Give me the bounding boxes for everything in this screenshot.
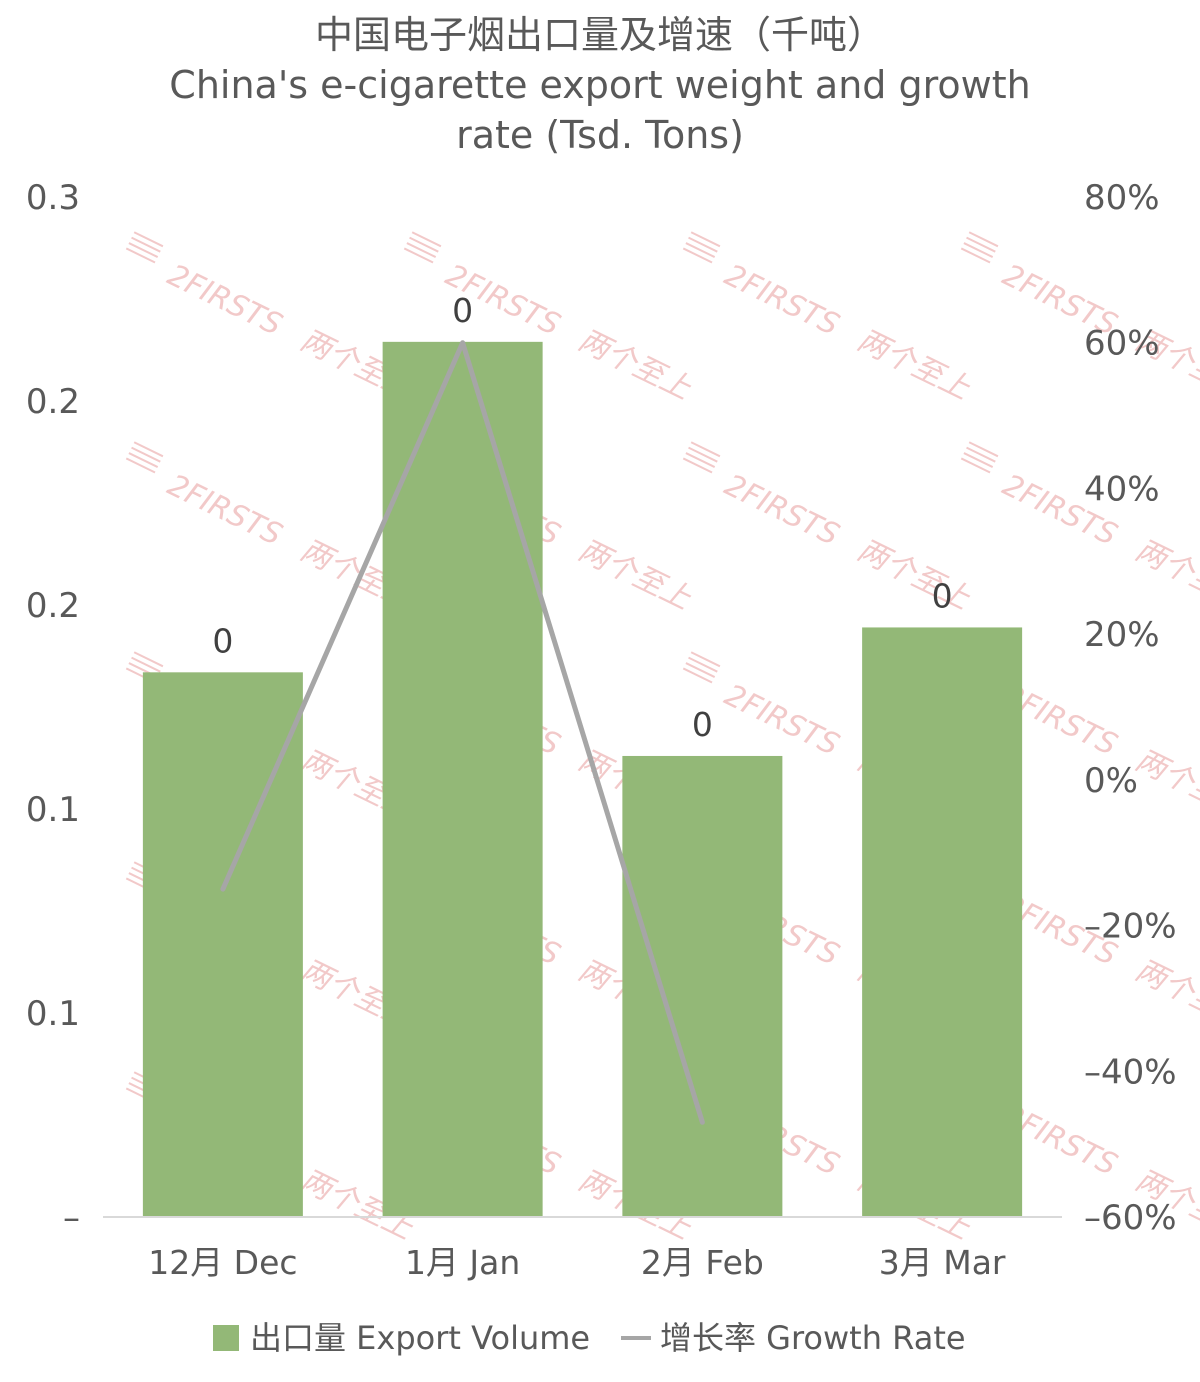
bar-data-label: 0 [452, 291, 473, 330]
x-category-label: 1月 Jan [405, 1243, 520, 1282]
watermark-text: 2FIRSTS [719, 258, 844, 343]
bar [382, 341, 543, 1218]
watermark-logo-stroke [968, 441, 999, 458]
title-line-3: rate (Tsd. Tons) [456, 113, 744, 157]
y-left-tick-label: 0.3 [26, 178, 80, 218]
y-right-tick-label: 0% [1084, 761, 1138, 801]
watermark-logo-stroke [688, 446, 718, 463]
watermark-text-cn: 两个至上 [1130, 743, 1200, 828]
watermark-logo-stroke [966, 446, 996, 463]
watermark-logo-stroke [960, 247, 991, 264]
watermark-text-cn: 两个至上 [1130, 533, 1200, 618]
watermark-logo-stroke [128, 452, 159, 468]
x-axis: 12月 Dec 1月 Jan 2月 Feb 3月 Mar [148, 1243, 1006, 1282]
data-labels: 0 0 0 0 [212, 291, 952, 744]
watermark-logo-stroke [133, 441, 164, 458]
watermark-text-cn: 两个至上 [1130, 953, 1200, 1038]
watermark-logo-stroke [133, 651, 164, 668]
bar-data-label: 0 [692, 705, 713, 744]
bar [862, 627, 1023, 1217]
legend-label-export-volume: 出口量 Export Volume [250, 1319, 590, 1357]
watermark-text: 2FIRSTS [162, 468, 287, 553]
watermark-logo-stroke [690, 231, 721, 248]
watermark-logo-stroke [685, 452, 716, 468]
watermark-logo-stroke [131, 446, 161, 463]
bar-series [142, 341, 1023, 1218]
y-right-tick-label: –40% [1084, 1052, 1177, 1092]
watermark-logo-stroke [968, 231, 999, 248]
watermark-logo-stroke [682, 247, 713, 264]
growth-line-series [220, 340, 705, 1125]
y-left-tick-label: 0.2 [26, 586, 80, 626]
watermark-text: 2FIRSTS [162, 258, 287, 343]
watermark-text-cn: 两个至上 [573, 533, 697, 618]
y-right-tick-label: 20% [1084, 615, 1160, 655]
watermark-text-cn: 两个至上 [573, 323, 697, 408]
watermark-logo-stroke [133, 231, 164, 248]
watermark-logo-stroke [682, 457, 713, 474]
x-category-label: 3月 Mar [879, 1243, 1006, 1282]
watermark-logo-stroke [411, 231, 442, 248]
y-right-tick-label: –20% [1084, 907, 1177, 947]
watermark-logo-stroke [409, 236, 439, 253]
legend-label-growth-rate: 增长率 Growth Rate [660, 1319, 966, 1357]
watermark-text: 2FIRSTS [719, 468, 844, 553]
legend: 出口量 Export Volume 增长率 Growth Rate [213, 1319, 966, 1357]
y-right-tick-label: 80% [1084, 178, 1160, 218]
watermark-text: 2FIRSTS [719, 678, 844, 763]
watermark-logo-stroke [125, 457, 156, 474]
bar-data-label: 0 [932, 576, 953, 615]
watermark-logo-stroke [690, 441, 721, 458]
watermark-text-cn: 两个至上 [852, 323, 976, 408]
watermark-logo-stroke [688, 236, 718, 253]
y-right-tick-label: 60% [1084, 324, 1160, 364]
watermark-logo-stroke [960, 457, 991, 474]
left-axis: – 0.1 0.1 0.2 0.2 0.3 [26, 178, 80, 1238]
watermark-logo-stroke [685, 662, 716, 678]
watermark-logo-stroke [963, 452, 994, 468]
watermark-logo-stroke [690, 651, 721, 668]
watermark-logo-stroke [963, 242, 994, 258]
y-right-tick-label: –60% [1084, 1198, 1177, 1238]
y-left-tick-label: 0.1 [26, 790, 80, 830]
x-category-label: 12月 Dec [148, 1243, 297, 1282]
watermark-logo-stroke [128, 242, 159, 258]
watermark-logo-stroke [406, 242, 437, 258]
bar [622, 755, 783, 1217]
right-axis: –60% –40% –20% 0% 20% 40% 60% 80% [1084, 178, 1177, 1238]
watermark-logo-stroke [403, 247, 434, 264]
legend-swatch-export-volume [213, 1325, 239, 1351]
watermark-logo-stroke [685, 242, 716, 258]
watermark-text-cn: 两个至上 [852, 533, 976, 618]
watermark-logo-stroke [131, 236, 161, 253]
title-line-2: China's e-cigarette export weight and gr… [169, 63, 1030, 107]
x-category-label: 2月 Feb [641, 1243, 764, 1282]
y-left-tick-label: 0.2 [26, 382, 80, 422]
bar-data-label: 0 [212, 621, 233, 660]
watermark-logo-stroke [131, 656, 161, 673]
watermark-logo-stroke [688, 656, 718, 673]
title-line-1: 中国电子烟出口量及增速（千吨） [315, 13, 885, 57]
y-left-tick-label: 0.1 [26, 994, 80, 1034]
bar [142, 672, 303, 1217]
watermark-logo-stroke [966, 236, 996, 253]
watermark-logo-stroke [682, 667, 713, 684]
chart-title: 中国电子烟出口量及增速（千吨） China's e-cigarette expo… [169, 13, 1030, 157]
watermark-logo-stroke [125, 247, 156, 264]
y-right-tick-label: 40% [1084, 469, 1160, 509]
growth-rate-line [220, 340, 705, 1125]
y-left-tick-label: – [63, 1198, 80, 1238]
